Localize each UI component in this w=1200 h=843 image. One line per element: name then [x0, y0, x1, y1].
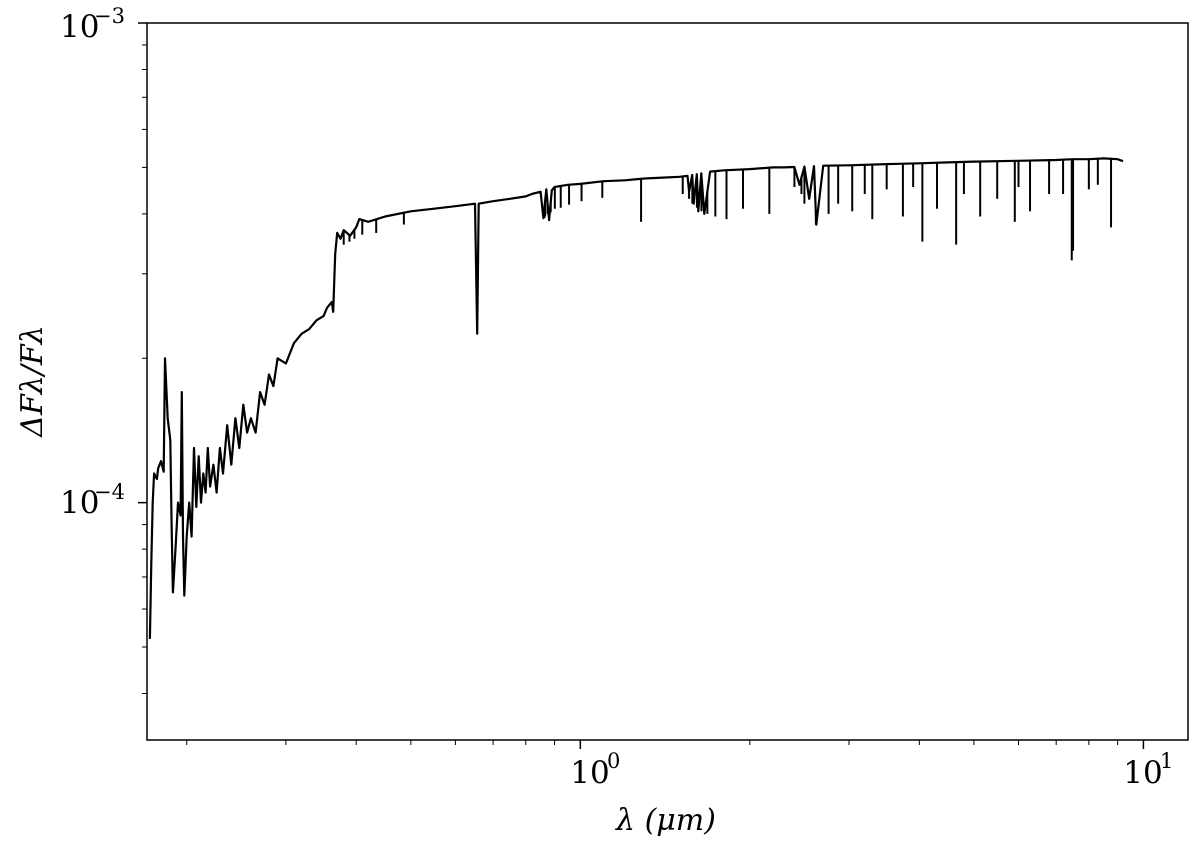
y-tick-label-1e-3-exp: −3: [94, 4, 125, 28]
major-ticks: [138, 22, 1145, 749]
x-tick-label-1: 10: [570, 755, 609, 791]
y-tick-label-1e-4: 10: [60, 485, 99, 521]
x-tick-label-10-exp: 1: [1160, 749, 1173, 773]
plot-area: [146, 22, 1189, 741]
x-tick-label-10: 10: [1123, 755, 1162, 791]
y-tick-label-1e-3: 10: [60, 9, 99, 45]
x-minor-ticks: [186, 740, 1119, 745]
y-axis-label: ΔFλ/Fλ: [15, 325, 50, 437]
series-group: [148, 157, 1124, 639]
y-tick-label-1e-4-exp: −4: [94, 480, 125, 504]
x-axis-label: λ (μm): [615, 803, 716, 838]
y-minor-ticks: [142, 44, 147, 695]
spectrum-line: [148, 157, 1124, 639]
x-tick-label-1-exp: 0: [607, 749, 620, 773]
